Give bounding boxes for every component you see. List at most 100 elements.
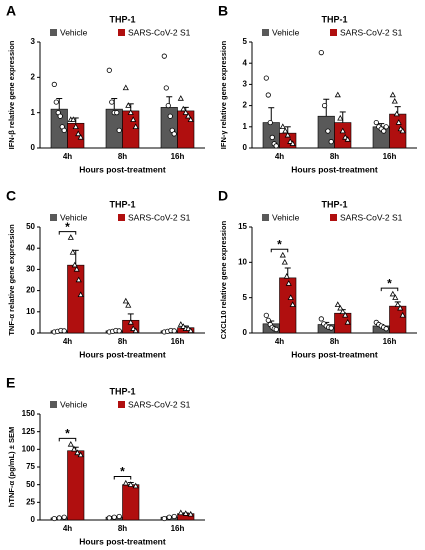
y-tick-label: 1 [31, 108, 36, 117]
chart-title: THP-1 [321, 14, 347, 24]
y-tick-label: 100 [22, 444, 36, 453]
x-tick-label: 4h [275, 337, 284, 346]
data-point [161, 53, 167, 59]
data-point [339, 308, 346, 314]
legend-label: SARS-CoV-2 S1 [128, 212, 191, 222]
data-point [334, 91, 341, 98]
data-point [318, 316, 324, 322]
data-point [328, 325, 334, 331]
data-point [321, 103, 328, 109]
data-point [122, 297, 129, 304]
data-point [177, 509, 184, 516]
significance-bracket [270, 248, 289, 253]
y-tick-label: 3 [31, 37, 36, 46]
data-point [383, 326, 389, 332]
data-point [77, 291, 84, 298]
data-point [273, 143, 279, 149]
data-point [114, 110, 120, 116]
data-point [57, 113, 63, 119]
data-point [185, 112, 192, 119]
bar [67, 264, 85, 334]
y-tick-label: 3 [243, 80, 248, 89]
x-tick-label: 4h [63, 337, 72, 346]
data-point [180, 323, 187, 329]
data-point [318, 49, 324, 56]
x-tick-label: 8h [118, 524, 127, 533]
legend-label: Vehicle [60, 27, 88, 37]
data-point [74, 449, 81, 456]
data-point [163, 85, 169, 91]
data-point [395, 119, 402, 125]
bar [160, 107, 178, 149]
y-tick-label: 125 [22, 427, 36, 436]
chart-title: THP-1 [109, 14, 135, 24]
data-point [127, 318, 134, 325]
legend-swatch [50, 214, 57, 221]
data-point [269, 134, 275, 140]
data-point [287, 294, 294, 300]
data-point [116, 127, 122, 133]
data-point [187, 116, 194, 122]
legend-label: Vehicle [272, 27, 300, 37]
data-point [393, 110, 400, 117]
y-tick-label: 0 [31, 328, 36, 337]
panel-letter: A [6, 3, 16, 19]
data-point [187, 510, 194, 517]
legend-swatch [118, 29, 125, 36]
data-point [177, 321, 184, 327]
x-tick-label: 16h [383, 337, 397, 346]
significance-label: * [65, 427, 70, 441]
data-point [127, 481, 134, 487]
data-point [122, 84, 129, 91]
x-tick-label: 16h [383, 152, 397, 161]
y-tick-label: 4 [243, 58, 248, 67]
data-point [180, 105, 187, 112]
data-point [73, 265, 80, 272]
data-point [185, 325, 192, 331]
y-tick-label: 50 [26, 480, 35, 489]
data-point [265, 317, 271, 323]
data-point [391, 97, 398, 104]
chart-title: THP-1 [321, 199, 347, 209]
data-point [397, 304, 404, 311]
data-point [71, 445, 78, 452]
y-tick-label: 150 [22, 409, 36, 418]
y-axis-label: IFN-β relative gene expression [7, 40, 16, 149]
data-point [127, 109, 134, 115]
y-tick-label: 50 [26, 222, 35, 231]
y-axis-label: CXCL10 relative gene expression [219, 220, 228, 339]
chart-title: THP-1 [109, 199, 135, 209]
bar [122, 110, 140, 149]
legend-swatch [262, 214, 269, 221]
data-point [75, 276, 82, 283]
data-point [337, 304, 344, 311]
x-tick-label: 16h [171, 152, 185, 161]
data-point [61, 514, 67, 520]
significance-bracket [58, 437, 77, 442]
data-point [61, 328, 67, 334]
y-axis-label: TNF-α relative gene expression [7, 224, 16, 336]
data-point [342, 133, 349, 140]
data-point [69, 249, 76, 255]
y-tick-label: 20 [26, 286, 35, 295]
data-point [381, 128, 387, 134]
data-point [125, 302, 132, 308]
data-point [265, 92, 271, 98]
data-point [342, 311, 349, 318]
significance-bracket [58, 231, 77, 235]
x-axis-label: Hours post-treatment [291, 349, 378, 359]
data-point [132, 327, 139, 334]
x-tick-label: 8h [330, 337, 339, 346]
y-tick-label: 30 [26, 265, 35, 274]
significance-label: * [65, 220, 70, 234]
data-point [334, 301, 341, 307]
data-point [56, 515, 62, 521]
data-point [279, 251, 286, 258]
panel-letter: C [6, 188, 16, 204]
legend-label: Vehicle [60, 399, 88, 409]
y-tick-label: 1 [243, 122, 248, 131]
data-point [116, 513, 122, 520]
y-tick-label: 10 [238, 257, 247, 266]
data-point [77, 451, 84, 458]
